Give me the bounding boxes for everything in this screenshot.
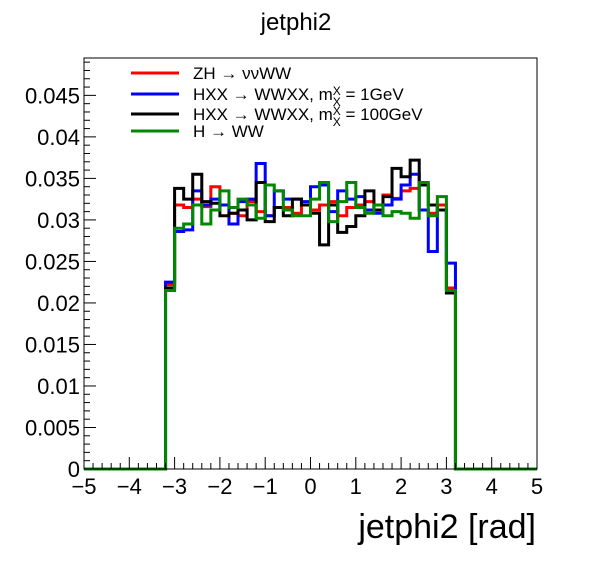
axes-layer: −5 −4 −3 −2 −1 0 1 2 3 4 5 0 0.005 0.01 0.015 0.02 0.025…	[25, 61, 543, 499]
y-tick-label: 0.045	[25, 83, 80, 108]
x-tick-label: −2	[207, 474, 232, 499]
series-line-0	[84, 185, 537, 471]
x-tick-label: 2	[395, 474, 407, 499]
x-tick-label: 4	[486, 474, 498, 499]
y-tick-label: 0	[68, 457, 80, 482]
x-axis-label: jetphi2 [rad]	[357, 508, 536, 546]
legend-entry-0: ZH → ννWW	[193, 64, 291, 83]
y-tick-label: 0.005	[25, 415, 80, 440]
x-tick-label: −3	[162, 474, 187, 499]
y-tick-label: 0.025	[25, 249, 80, 274]
chart-title: jetphi2	[260, 9, 332, 36]
x-tick-label: −4	[117, 474, 142, 499]
legend-entry-1: HXX → WWXX, mX X = 1GeV	[193, 84, 404, 109]
series-line-3	[84, 181, 537, 471]
y-tick-label: 0.02	[37, 291, 80, 316]
y-tick-label: 0.04	[37, 125, 80, 150]
x-tick-label: 3	[440, 474, 452, 499]
x-tick-label: 0	[304, 474, 316, 499]
x-tick-label: −1	[253, 474, 278, 499]
y-tick-label: 0.03	[37, 208, 80, 233]
y-tick-label: 0.015	[25, 332, 80, 357]
y-tick-label: 0.035	[25, 166, 80, 191]
y-tick-label: 0.01	[37, 374, 80, 399]
series-layer	[84, 158, 537, 471]
x-tick-label: 5	[531, 474, 543, 499]
legend-entry-3: H → WW	[193, 122, 264, 141]
x-tick-label: −5	[71, 474, 96, 499]
legend-entry-2: HXX → WWXX, mX X = 100GeV	[193, 104, 423, 129]
x-tick-label: 1	[350, 474, 362, 499]
